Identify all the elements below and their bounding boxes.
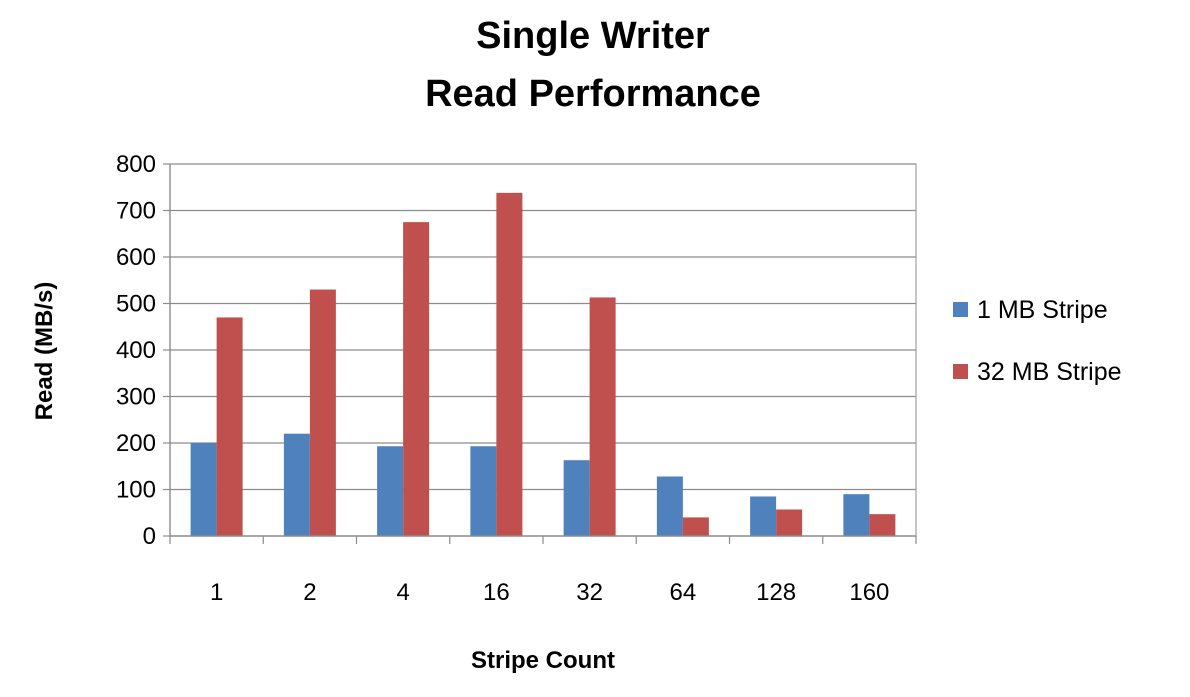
- plot-area: 0 100 200 300 400 500 600 700 800 1 2 4 16 32 64 128 160: [116, 151, 917, 606]
- bar-32-mb-stripe: [682, 517, 709, 536]
- bar-1-mb-stripe: [283, 433, 310, 536]
- bar-32-mb-stripe: [776, 509, 803, 536]
- y-tick-label: 100: [116, 477, 156, 504]
- x-tick-label: 160: [849, 579, 889, 606]
- bar-1-mb-stripe: [470, 446, 497, 536]
- legend: 1 MB Stripe 32 MB Stripe: [953, 296, 1122, 386]
- bar-32-mb-stripe: [403, 222, 430, 536]
- bar-32-mb-stripe: [869, 514, 896, 536]
- y-tick-label: 600: [116, 244, 156, 271]
- legend-entry-label: 1 MB Stripe: [977, 296, 1108, 324]
- y-tick-label: 400: [116, 337, 156, 364]
- x-axis-title: Stripe Count: [471, 647, 615, 674]
- y-axis-title: Read (MB/s): [31, 282, 58, 421]
- x-tick-label: 32: [576, 579, 603, 606]
- x-tick-label: 16: [483, 579, 510, 606]
- bar-32-mb-stripe: [216, 317, 243, 536]
- x-tick-label: 4: [396, 579, 409, 606]
- y-tick-label: 300: [116, 384, 156, 411]
- y-tick-label: 500: [116, 291, 156, 318]
- x-tick-label: 128: [756, 579, 796, 606]
- bar-32-mb-stripe: [309, 289, 336, 536]
- bar-32-mb-stripe: [589, 297, 616, 536]
- x-tick-label: 64: [670, 579, 697, 606]
- bar-1-mb-stripe: [563, 460, 590, 536]
- x-tick-label: 1: [210, 579, 223, 606]
- bar-1-mb-stripe: [190, 443, 217, 536]
- legend-swatch: [953, 302, 968, 317]
- chart-title-line-2: Read Performance: [425, 73, 761, 115]
- bar-1-mb-stripe: [377, 446, 404, 536]
- bar-1-mb-stripe: [750, 496, 777, 536]
- y-tick-label: 700: [116, 198, 156, 225]
- bar-1-mb-stripe: [843, 494, 870, 536]
- y-tick-label: 0: [143, 523, 156, 550]
- bar-32-mb-stripe: [496, 192, 523, 536]
- chart-title-line-1: Single Writer: [476, 15, 710, 57]
- y-tick-label: 200: [116, 430, 156, 457]
- y-tick-label: 800: [116, 151, 156, 178]
- bar-1-mb-stripe: [656, 476, 683, 536]
- x-tick-label: 2: [303, 579, 316, 606]
- legend-swatch: [953, 364, 968, 379]
- legend-entry-label: 32 MB Stripe: [977, 358, 1122, 386]
